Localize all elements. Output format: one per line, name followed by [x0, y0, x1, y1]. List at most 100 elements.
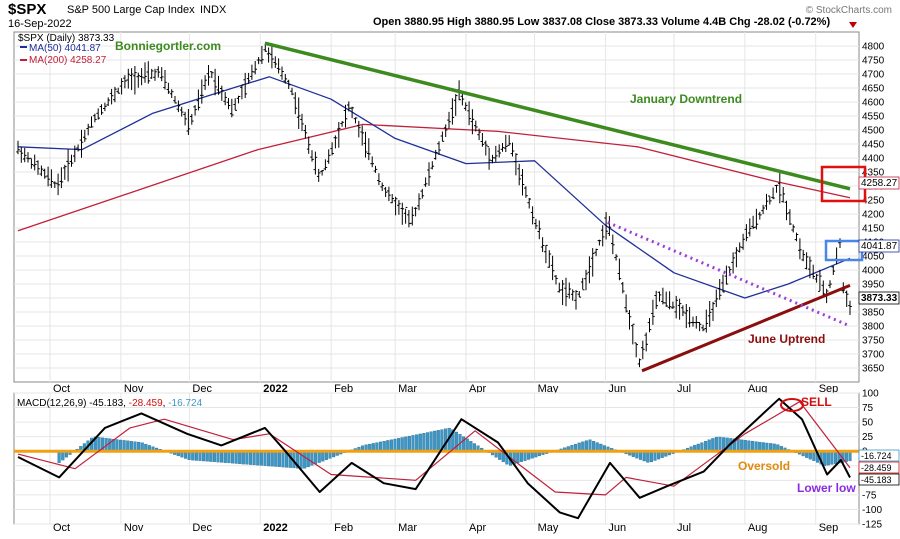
macd-histogram-bar — [98, 437, 101, 451]
macd-histogram-bar — [708, 440, 711, 451]
macd-histogram-bar — [397, 438, 400, 451]
macd-histogram-bar — [231, 451, 234, 463]
macd-histogram-bar — [108, 439, 111, 452]
macd-y-tick-label: 75 — [862, 403, 874, 414]
macd-y-tick-label: 50 — [862, 418, 874, 429]
price-y-tick-label: 3650 — [862, 364, 885, 375]
price-y-tick-label: 4000 — [862, 266, 885, 277]
price-y-tick-label: 4400 — [862, 154, 885, 165]
macd-histogram-bar — [592, 441, 595, 451]
price-y-tick-label: 4200 — [862, 210, 885, 221]
price-y-tick-label: 4750 — [862, 56, 885, 67]
macd-y-tick-label: -100 — [862, 505, 882, 516]
macd-histogram-bar — [401, 438, 404, 452]
macd-legend-v2: -28.459 — [129, 398, 163, 409]
macd-histogram-bar — [404, 437, 407, 451]
macd-histogram-bar — [314, 451, 317, 464]
macd-signal-value: -28.459 — [861, 463, 892, 473]
macd-histogram-bar — [845, 451, 848, 461]
ma200-value-label: 4258.27 — [861, 178, 898, 189]
macd-legend-v1: -45.183 — [89, 398, 123, 409]
macd-histogram-bar — [126, 441, 129, 451]
stockcharts-watermark: © StockCharts.com — [806, 5, 892, 16]
macd-histogram-bar — [831, 451, 834, 464]
chart-date: 16-Sep-2022 — [8, 18, 72, 30]
macd-histogram-bar — [433, 431, 436, 451]
macd-histogram-bar — [408, 436, 411, 451]
macd-histogram-bar — [318, 451, 321, 462]
macd-histogram-bar — [430, 432, 433, 452]
macd-histogram-bar — [744, 440, 747, 451]
macd-histogram-bar — [383, 441, 386, 451]
macd-histogram-bar — [704, 441, 707, 451]
macd-histogram-bar — [466, 439, 469, 451]
down-arrow-icon — [849, 22, 857, 28]
oversold-label: Oversold — [738, 459, 790, 473]
macd-histogram-bar — [249, 451, 252, 464]
price-y-tick-label: 4150 — [862, 224, 885, 235]
close-value-label: 3873.33 — [861, 293, 898, 304]
macd-histogram-bar — [58, 451, 61, 463]
price-y-tick-label: 4600 — [862, 98, 885, 109]
macd-legend-prefix: MACD(12,26,9) — [17, 398, 89, 409]
sell-label: SELL — [801, 395, 832, 409]
macd-x-tick-label: Feb — [334, 522, 353, 534]
price-y-tick-label: 4550 — [862, 112, 885, 123]
macd-y-tick-label: 25 — [862, 432, 874, 443]
macd-x-tick-label: Apr — [469, 522, 486, 534]
legend-ma50: MA(50) 4041.87 — [29, 43, 101, 54]
macd-histogram-bar — [311, 451, 314, 465]
macd-histogram-bar — [520, 451, 523, 462]
macd-histogram-bar — [455, 432, 458, 451]
macd-histogram-bar — [719, 437, 722, 451]
price-y-tick-label: 4450 — [862, 140, 885, 151]
ohlc-readout: Open 3880.95 High 3880.95 Low 3837.08 Cl… — [373, 16, 830, 28]
macd-histogram-bar — [437, 430, 440, 451]
ticker-symbol: $SPX — [8, 1, 46, 18]
macd-histogram-bar — [278, 451, 281, 467]
macd-histogram-bar — [253, 451, 256, 465]
macd-histogram-bar — [751, 441, 754, 451]
macd-histogram-bar — [224, 451, 227, 463]
macd-x-tick-label: Sep — [819, 522, 839, 534]
macd-histogram-bar — [711, 438, 714, 451]
macd-histogram-bar — [823, 451, 826, 466]
macd-histogram-bar — [585, 441, 588, 452]
macd-histogram-bar — [646, 451, 649, 462]
macd-histogram-bar — [213, 451, 216, 462]
macd-x-tick-label: Mar — [398, 522, 417, 534]
price-y-tick-label: 3850 — [862, 308, 885, 319]
price-y-tick-label: 4800 — [862, 42, 885, 53]
exchange-label: INDX — [200, 4, 227, 16]
price-y-tick-label: 4500 — [862, 126, 885, 137]
macd-histogram-bar — [267, 451, 270, 466]
lower-low-label: Lower low — [797, 481, 856, 495]
macd-histogram-bar — [412, 435, 415, 451]
price-y-tick-label: 4700 — [862, 70, 885, 81]
price-y-tick-label: 3750 — [862, 336, 885, 347]
price-y-tick-label: 3700 — [862, 350, 885, 361]
legend-ma200: MA(200) 4258.27 — [29, 55, 107, 66]
macd-histogram-bar — [589, 440, 592, 451]
macd-histogram-bar — [415, 435, 418, 452]
macd-histogram-bar — [246, 451, 249, 464]
macd-y-tick-label: -75 — [862, 490, 877, 501]
macd-histogram-bar — [426, 433, 429, 452]
macd-histogram-bar — [834, 451, 837, 464]
macd-histogram-bar — [469, 441, 472, 451]
macd-x-tick-label: Jul — [677, 522, 691, 534]
macd-legend-v3: -16.724 — [168, 398, 202, 409]
macd-histogram-bar — [282, 451, 285, 467]
macd-y-tick-label: 100 — [862, 389, 879, 400]
macd-histogram-bar — [264, 451, 267, 466]
macd-histogram-bar — [394, 439, 397, 451]
macd-histogram-bar — [209, 451, 212, 461]
index-name: S&P 500 Large Cap Index — [67, 4, 195, 16]
macd-histogram-bar — [228, 451, 231, 463]
macd-x-tick-label: Oct — [53, 522, 70, 534]
uptrend-label: June Uptrend — [748, 332, 825, 346]
price-y-tick-label: 4650 — [862, 84, 885, 95]
macd-x-tick-label: Aug — [748, 522, 768, 534]
price-y-tick-label: 3950 — [862, 280, 885, 291]
